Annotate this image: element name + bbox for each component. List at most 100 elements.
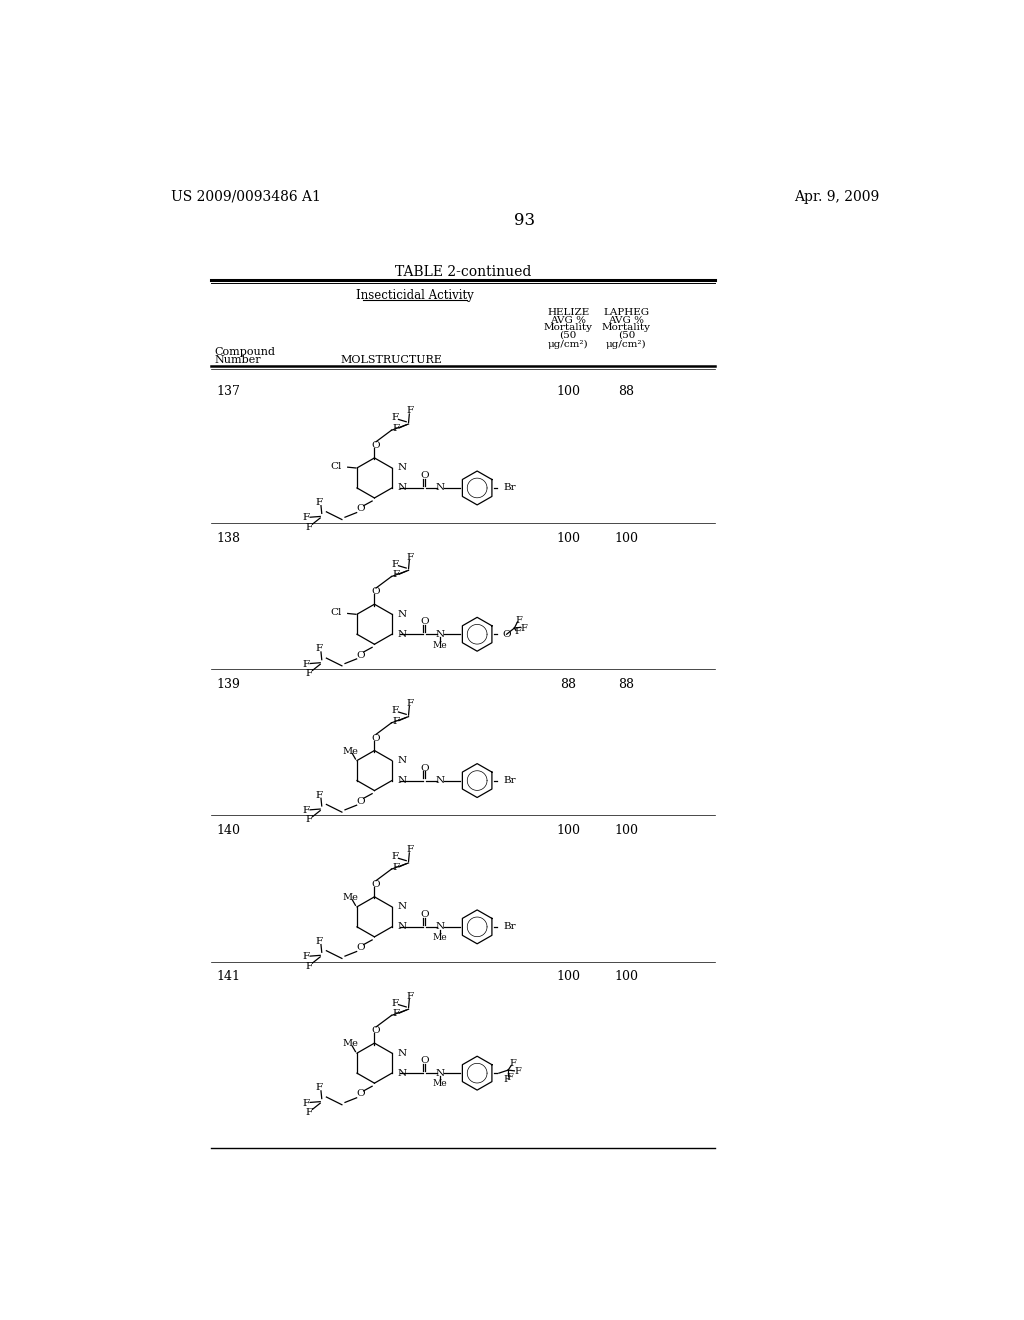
Text: F: F <box>392 1010 399 1018</box>
Text: F: F <box>391 413 398 422</box>
Text: 100: 100 <box>556 385 581 399</box>
Text: AVG %: AVG % <box>608 315 644 325</box>
Text: N: N <box>397 756 407 766</box>
Text: N: N <box>435 1069 444 1077</box>
Text: (50: (50 <box>559 331 577 341</box>
Text: O: O <box>420 909 429 919</box>
Text: 140: 140 <box>217 824 241 837</box>
Text: (50: (50 <box>617 331 635 341</box>
Text: Mortality: Mortality <box>544 323 593 333</box>
Text: N: N <box>397 610 407 619</box>
Text: F: F <box>315 498 323 507</box>
Text: μg/cm²): μg/cm²) <box>606 339 646 348</box>
Text: Br: Br <box>504 776 516 785</box>
Text: 138: 138 <box>217 532 241 545</box>
Text: F: F <box>391 706 398 715</box>
Text: Cl: Cl <box>330 609 341 618</box>
Text: N: N <box>435 630 444 639</box>
Text: F: F <box>315 1084 323 1092</box>
Text: 100: 100 <box>614 970 638 983</box>
Text: Me: Me <box>343 747 358 756</box>
Text: F: F <box>391 560 398 569</box>
Text: Cl: Cl <box>330 462 341 471</box>
Text: O: O <box>420 471 429 480</box>
Text: TABLE 2-continued: TABLE 2-continued <box>394 265 531 280</box>
Text: F: F <box>407 553 414 562</box>
Text: Me: Me <box>432 933 447 942</box>
Text: F: F <box>303 1098 310 1107</box>
Text: N: N <box>397 1048 407 1057</box>
Text: 137: 137 <box>217 385 241 399</box>
Text: F: F <box>515 616 522 624</box>
Text: 100: 100 <box>614 532 638 545</box>
Text: μg/cm²): μg/cm²) <box>548 339 589 348</box>
Text: Me: Me <box>432 1080 447 1089</box>
Text: N: N <box>397 903 407 911</box>
Text: MOLSTRUCTURE: MOLSTRUCTURE <box>341 355 442 366</box>
Text: F: F <box>303 953 310 961</box>
Text: F: F <box>407 845 414 854</box>
Text: Insecticidal Activity: Insecticidal Activity <box>356 289 474 302</box>
Text: O: O <box>356 1089 365 1098</box>
Text: N: N <box>397 776 407 785</box>
Text: AVG %: AVG % <box>550 315 586 325</box>
Text: 93: 93 <box>514 211 536 228</box>
Text: N: N <box>435 483 444 492</box>
Text: 100: 100 <box>614 824 638 837</box>
Text: F: F <box>306 1107 313 1117</box>
Text: US 2009/0093486 A1: US 2009/0093486 A1 <box>171 190 321 203</box>
Text: F: F <box>503 1074 510 1084</box>
Text: O: O <box>356 651 365 660</box>
Text: O: O <box>372 587 380 597</box>
Text: 100: 100 <box>556 970 581 983</box>
Text: F: F <box>306 669 313 678</box>
Text: O: O <box>372 1027 380 1035</box>
Text: F: F <box>306 523 313 532</box>
Text: F: F <box>391 999 398 1007</box>
Text: O: O <box>372 734 380 743</box>
Text: F: F <box>303 513 310 523</box>
Text: F: F <box>506 1073 513 1082</box>
Text: F: F <box>303 807 310 814</box>
Text: N: N <box>435 923 444 932</box>
Text: Mortality: Mortality <box>602 323 651 333</box>
Text: F: F <box>407 407 414 416</box>
Text: F: F <box>392 424 399 433</box>
Text: LAPHEG: LAPHEG <box>603 308 649 317</box>
Text: O: O <box>372 880 380 888</box>
Text: F: F <box>509 1060 516 1068</box>
Text: O: O <box>420 764 429 772</box>
Text: N: N <box>435 776 444 785</box>
Text: O: O <box>356 504 365 513</box>
Text: N: N <box>397 483 407 492</box>
Text: F: F <box>306 816 313 824</box>
Text: Me: Me <box>343 1039 358 1048</box>
Text: N: N <box>397 923 407 932</box>
Text: N: N <box>397 630 407 639</box>
Text: 100: 100 <box>556 824 581 837</box>
Text: O: O <box>372 441 380 450</box>
Text: N: N <box>397 1069 407 1077</box>
Text: F: F <box>514 1067 521 1076</box>
Text: HELIZE: HELIZE <box>547 308 590 317</box>
Text: F: F <box>407 991 414 1001</box>
Text: F: F <box>392 717 399 726</box>
Text: F: F <box>315 937 323 946</box>
Text: Br: Br <box>504 483 516 492</box>
Text: F: F <box>407 700 414 708</box>
Text: O: O <box>356 944 365 952</box>
Text: Me: Me <box>343 894 358 902</box>
Text: F: F <box>315 791 323 800</box>
Text: Compound: Compound <box>215 347 275 358</box>
Text: 100: 100 <box>556 532 581 545</box>
Text: O: O <box>420 1056 429 1065</box>
Text: F: F <box>392 570 399 579</box>
Text: Me: Me <box>432 640 447 649</box>
Text: O: O <box>420 618 429 627</box>
Text: F: F <box>520 623 527 632</box>
Text: 141: 141 <box>217 970 241 983</box>
Text: F: F <box>514 627 521 636</box>
Text: N: N <box>397 463 407 473</box>
Text: Number: Number <box>215 355 261 366</box>
Text: F: F <box>392 863 399 873</box>
